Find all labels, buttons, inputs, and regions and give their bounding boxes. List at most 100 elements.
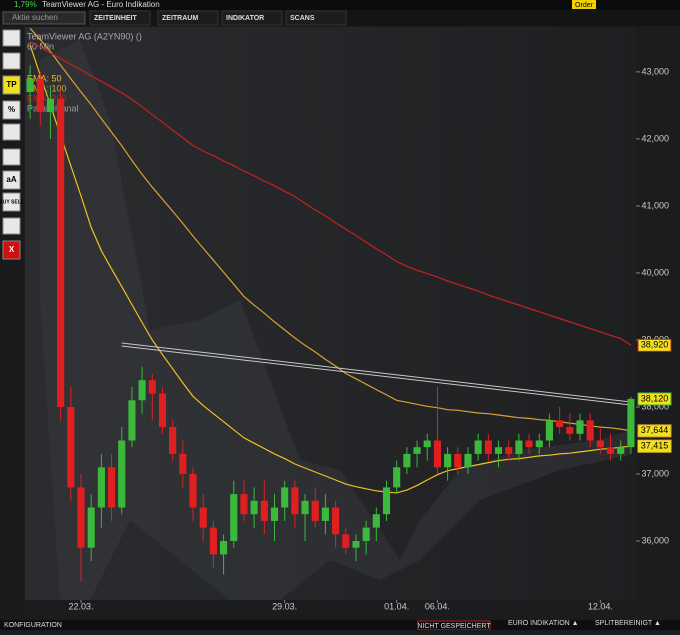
candle-body: [260, 500, 268, 521]
candle-body: [291, 487, 299, 515]
x-tick-label: 01.04.: [384, 601, 409, 611]
channel-line: [121, 345, 631, 406]
plot-area: [25, 27, 636, 600]
search-placeholder: Aktie suchen: [12, 13, 58, 22]
candle-body: [556, 420, 564, 428]
candle-body: [423, 440, 431, 448]
candle-body: [372, 514, 380, 528]
candle-body: [525, 440, 533, 448]
candle-body: [138, 380, 146, 401]
tool-button[interactable]: [2, 100, 21, 120]
candle-body: [46, 98, 55, 113]
price-marker: [637, 439, 672, 453]
y-tick-label: 36,000: [641, 535, 669, 545]
candle-body: [169, 427, 177, 454]
candle-body: [118, 440, 126, 508]
candle-body: [97, 467, 105, 508]
candle-body: [505, 447, 513, 454]
chart-title: TeamViewer AG (A2YN90) (): [27, 31, 142, 41]
ema-line: [29, 27, 631, 432]
status[interactable]: SPLITBEREINIGT ▲: [595, 620, 661, 627]
candle-body: [454, 453, 462, 468]
candle-body: [352, 541, 360, 548]
channel-line: [121, 342, 631, 403]
candle-body: [158, 393, 167, 428]
y-tick-label: 41,000: [641, 200, 669, 210]
window-title: TeamViewer AG - Euro Indikation: [42, 0, 160, 9]
price-marker-label: 37,415: [641, 441, 669, 451]
status[interactable]: EURO INDIKATION ▲: [508, 620, 579, 627]
tool-label: aA: [6, 175, 16, 184]
tool-button[interactable]: [2, 29, 21, 47]
candle-body: [36, 78, 44, 113]
candle-body: [606, 447, 615, 454]
candle-body: [342, 534, 350, 548]
menu-label: ZEITEINHEIT: [94, 15, 138, 22]
y-tick-label: 43,000: [641, 66, 669, 76]
candle-body: [209, 527, 217, 555]
candle-body: [586, 420, 594, 441]
tool-button[interactable]: [2, 148, 21, 166]
price-marker-label: 38,120: [641, 393, 669, 403]
candle-body: [321, 507, 329, 521]
status-bar: [0, 620, 680, 630]
menu-label: INDIKATOR: [226, 15, 264, 22]
legend-entry: EMA: 200: [27, 93, 67, 103]
tool-button[interactable]: [2, 192, 21, 212]
tool-label: TP: [6, 80, 17, 89]
ema-line: [29, 44, 631, 494]
menu-button[interactable]: [285, 10, 347, 26]
y-tick-label: 40,000: [641, 267, 669, 277]
tool-button[interactable]: [2, 240, 21, 260]
legend-entry: EMA: 50: [27, 73, 62, 83]
menu-label: SCANS: [290, 15, 315, 22]
candle-body: [545, 420, 554, 441]
candle-body: [26, 78, 34, 93]
menu-button[interactable]: [89, 10, 151, 26]
candle-body: [413, 447, 421, 454]
legend-entry: EMA: 100: [27, 83, 67, 93]
candle-body: [67, 406, 75, 488]
title-bar: [0, 0, 680, 10]
candle-body: [494, 447, 503, 454]
candle-body: [179, 453, 187, 475]
candle-body: [148, 380, 156, 394]
y-tick-label: 37,000: [641, 468, 669, 478]
candle-body: [362, 527, 370, 542]
order-button[interactable]: [572, 0, 596, 9]
candle-body: [199, 507, 207, 528]
candle-body: [77, 487, 85, 548]
candle-body: [240, 494, 248, 515]
x-tick-label: 29.03.: [272, 601, 297, 611]
candle-body: [332, 507, 340, 535]
candle-body: [189, 474, 197, 508]
candle-body: [393, 467, 401, 488]
menu-button[interactable]: [157, 10, 219, 26]
x-tick-label: 06.04.: [425, 601, 450, 611]
candle-body: [515, 440, 523, 454]
tool-button[interactable]: [2, 217, 21, 235]
menu-button[interactable]: [221, 10, 283, 26]
tool-label: X: [9, 245, 15, 254]
candle-body: [250, 500, 258, 515]
candle-body: [403, 453, 411, 468]
candle-body: [433, 440, 441, 468]
candle-body: [474, 440, 482, 454]
change: 1,79%: [14, 0, 37, 9]
order-label: Order: [575, 2, 594, 9]
tool-button[interactable]: [2, 123, 21, 141]
x-tick-label: 22.03.: [68, 601, 93, 611]
candle-body: [57, 98, 65, 407]
candle-body: [87, 507, 95, 548]
candle-body: [484, 440, 492, 454]
status: NICHT GESPEICHERT: [417, 623, 491, 630]
candle-body: [617, 447, 625, 454]
candle-body: [220, 541, 228, 555]
candle-body: [230, 494, 238, 542]
tool-button[interactable]: [2, 75, 21, 95]
tool-button[interactable]: [2, 170, 21, 190]
search-box[interactable]: [2, 11, 86, 25]
price-marker: [637, 338, 672, 352]
tool-button[interactable]: [2, 52, 21, 70]
